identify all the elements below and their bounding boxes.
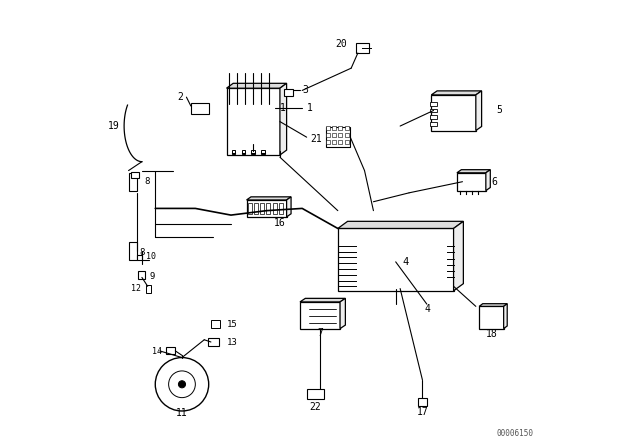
FancyBboxPatch shape bbox=[326, 133, 330, 137]
Polygon shape bbox=[340, 298, 346, 329]
Text: 1: 1 bbox=[307, 103, 312, 113]
FancyBboxPatch shape bbox=[307, 389, 324, 399]
Text: 9: 9 bbox=[150, 272, 156, 281]
Text: 00006150: 00006150 bbox=[497, 429, 534, 438]
FancyBboxPatch shape bbox=[332, 133, 336, 137]
Polygon shape bbox=[431, 91, 482, 95]
Polygon shape bbox=[486, 170, 490, 190]
FancyBboxPatch shape bbox=[191, 103, 209, 114]
FancyBboxPatch shape bbox=[356, 43, 369, 53]
Text: 1: 1 bbox=[280, 103, 286, 113]
FancyBboxPatch shape bbox=[326, 126, 330, 130]
Polygon shape bbox=[246, 197, 291, 200]
FancyBboxPatch shape bbox=[248, 203, 252, 214]
FancyBboxPatch shape bbox=[339, 133, 342, 137]
Text: 15: 15 bbox=[227, 320, 237, 329]
FancyBboxPatch shape bbox=[431, 122, 436, 125]
FancyBboxPatch shape bbox=[279, 203, 283, 214]
Polygon shape bbox=[476, 91, 482, 130]
FancyBboxPatch shape bbox=[166, 347, 175, 354]
FancyBboxPatch shape bbox=[146, 284, 151, 293]
Polygon shape bbox=[457, 170, 490, 173]
FancyBboxPatch shape bbox=[431, 116, 436, 119]
Text: 4: 4 bbox=[424, 304, 431, 314]
FancyBboxPatch shape bbox=[284, 89, 293, 96]
Text: 14: 14 bbox=[152, 347, 162, 356]
Text: 22: 22 bbox=[310, 401, 321, 412]
Polygon shape bbox=[479, 304, 508, 306]
FancyBboxPatch shape bbox=[266, 203, 270, 214]
FancyBboxPatch shape bbox=[207, 337, 219, 346]
FancyBboxPatch shape bbox=[137, 255, 142, 260]
Polygon shape bbox=[457, 173, 486, 190]
Polygon shape bbox=[338, 221, 463, 228]
Polygon shape bbox=[246, 200, 287, 217]
Text: 5: 5 bbox=[496, 105, 502, 116]
FancyBboxPatch shape bbox=[138, 271, 145, 279]
Polygon shape bbox=[431, 95, 476, 130]
Text: 8: 8 bbox=[144, 177, 150, 186]
FancyBboxPatch shape bbox=[326, 127, 350, 147]
Text: 6: 6 bbox=[492, 177, 498, 187]
Polygon shape bbox=[300, 302, 340, 329]
FancyBboxPatch shape bbox=[232, 150, 236, 154]
Text: 12: 12 bbox=[131, 284, 141, 293]
Circle shape bbox=[179, 381, 186, 388]
FancyBboxPatch shape bbox=[273, 203, 276, 214]
FancyBboxPatch shape bbox=[417, 398, 428, 406]
Text: 2: 2 bbox=[177, 92, 184, 102]
Polygon shape bbox=[338, 228, 454, 291]
Polygon shape bbox=[280, 83, 287, 155]
FancyBboxPatch shape bbox=[431, 109, 436, 112]
Text: 13: 13 bbox=[227, 338, 237, 347]
FancyBboxPatch shape bbox=[332, 140, 336, 144]
Polygon shape bbox=[454, 221, 463, 291]
FancyBboxPatch shape bbox=[254, 203, 258, 214]
Text: 11: 11 bbox=[176, 408, 188, 418]
Text: 4: 4 bbox=[403, 257, 408, 267]
FancyBboxPatch shape bbox=[131, 172, 140, 178]
FancyBboxPatch shape bbox=[261, 150, 265, 154]
Text: 10: 10 bbox=[147, 252, 156, 261]
Polygon shape bbox=[479, 306, 504, 329]
Polygon shape bbox=[227, 88, 280, 155]
Text: 8: 8 bbox=[140, 249, 145, 258]
FancyBboxPatch shape bbox=[431, 102, 436, 106]
FancyBboxPatch shape bbox=[211, 320, 220, 328]
Polygon shape bbox=[504, 304, 508, 329]
Polygon shape bbox=[227, 83, 287, 88]
Text: 20: 20 bbox=[335, 39, 347, 49]
Text: 7: 7 bbox=[317, 328, 323, 338]
Text: 3: 3 bbox=[302, 86, 308, 95]
FancyBboxPatch shape bbox=[339, 126, 342, 130]
Text: 17: 17 bbox=[417, 407, 428, 417]
Polygon shape bbox=[300, 298, 346, 302]
FancyBboxPatch shape bbox=[345, 126, 349, 130]
FancyBboxPatch shape bbox=[242, 150, 245, 154]
Text: 18: 18 bbox=[486, 329, 497, 339]
FancyBboxPatch shape bbox=[129, 242, 137, 260]
Text: 16: 16 bbox=[274, 218, 286, 228]
Text: 19: 19 bbox=[108, 121, 120, 131]
FancyBboxPatch shape bbox=[345, 140, 349, 144]
FancyBboxPatch shape bbox=[129, 173, 137, 190]
FancyBboxPatch shape bbox=[339, 140, 342, 144]
FancyBboxPatch shape bbox=[326, 140, 330, 144]
FancyBboxPatch shape bbox=[345, 133, 349, 137]
Polygon shape bbox=[287, 197, 291, 217]
Text: 21: 21 bbox=[310, 134, 322, 144]
FancyBboxPatch shape bbox=[332, 126, 336, 130]
FancyBboxPatch shape bbox=[252, 150, 255, 154]
FancyBboxPatch shape bbox=[260, 203, 264, 214]
